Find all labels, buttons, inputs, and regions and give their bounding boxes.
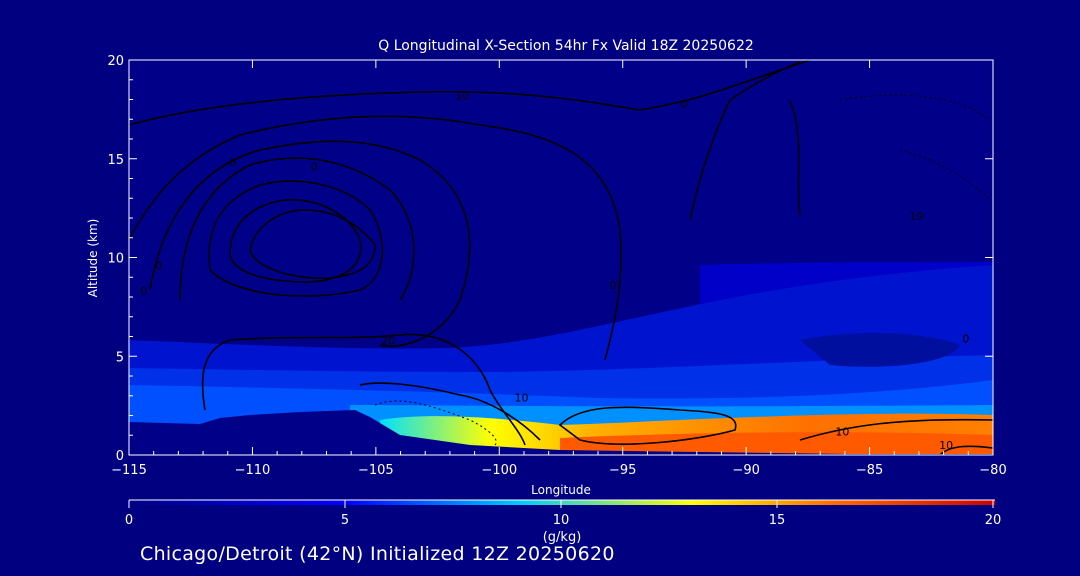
contour-label: 20 [381,334,395,347]
y-tick-label: 10 [107,252,124,267]
contour-label: 0 [140,285,147,298]
y-tick-label: 20 [107,54,124,69]
colorbar-tick-label: 20 [985,513,1002,528]
y-tick-label: 5 [116,350,124,365]
x-tick-label: −80 [979,463,1006,478]
contour-label: 0 [229,157,236,170]
colorbar-tick-label: 10 [553,513,570,528]
colorbar [129,500,995,505]
contour-label: 0 [609,279,616,292]
contour-label: 0 [962,332,969,345]
contour-label: 0 [311,161,318,174]
x-tick-label: −100 [481,463,517,478]
contour-label: 10 [939,439,953,452]
contour-label: 0 [681,97,688,110]
colorbar-tick-label: 5 [341,513,349,528]
x-tick-label: −115 [111,463,147,478]
colorbar-unit-label: (g/kg) [543,530,582,545]
x-axis-label: Longitude [531,483,591,497]
x-tick-label: −105 [358,463,394,478]
chart-title: Q Longitudinal X-Section 54hr Fx Valid 1… [378,38,754,54]
contour-label: 10 [835,425,849,438]
x-tick-label: −85 [856,463,883,478]
x-tick-label: −95 [609,463,636,478]
contour-label: 10 [515,392,529,405]
x-tick-label: −110 [235,463,271,478]
contour-label: 10 [909,210,923,223]
footer-caption: Chicago/Detroit (42°N) Initialized 12Z 2… [140,543,615,565]
y-axis-label: Altitude (km) [86,219,100,298]
y-tick-label: 15 [107,153,124,168]
colorbar-tick-label: 0 [125,513,133,528]
contour-label: 0 [155,259,162,272]
colorbar-tick-label: 15 [769,513,786,528]
y-tick-label: 0 [116,449,124,464]
contour-label: 10 [455,90,469,103]
moisture-field [129,60,993,455]
x-tick-label: −90 [732,463,759,478]
